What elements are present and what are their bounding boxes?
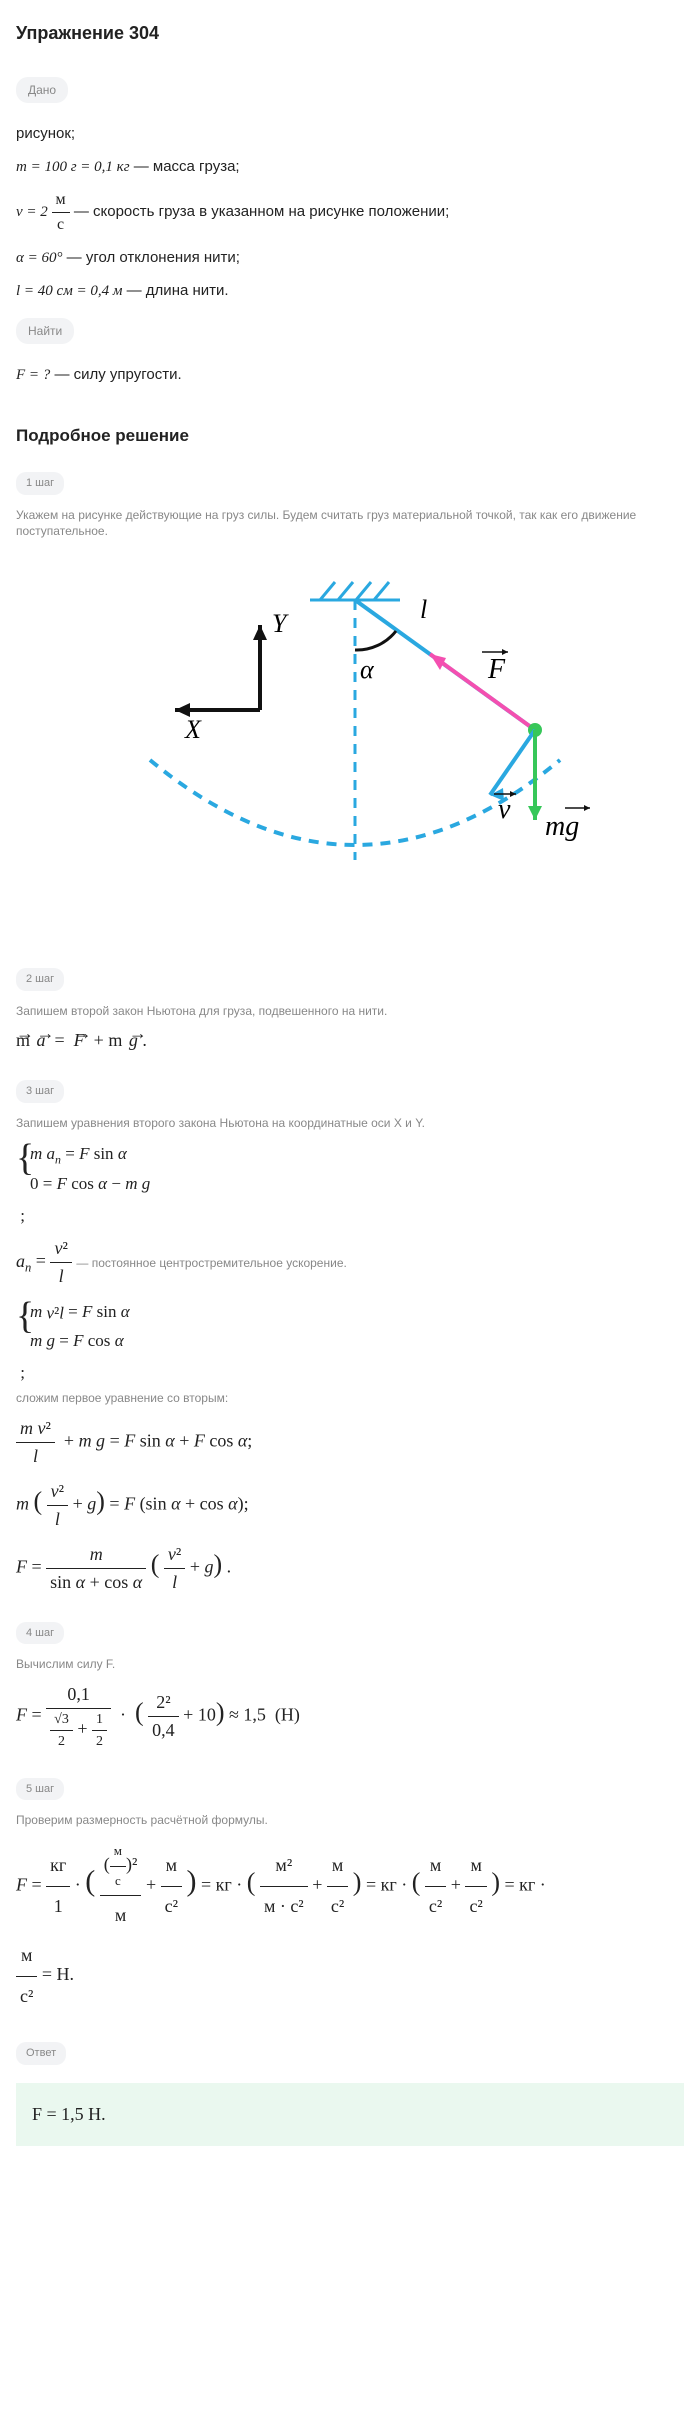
diagram-l-label: l [420,595,427,624]
svg-text:F: F [487,654,506,685]
F-formula: F = msin α + cos α ( v²l + g) . [16,1541,684,1596]
step-3-hint-c: сложим первое уравнение со вторым: [16,1390,684,1407]
given-label: Дано [16,77,68,103]
len-desc: — длина нити. [122,282,228,299]
find-line: F = ? — силу упругости. [16,364,684,387]
given-line-0: рисунок; [16,123,684,146]
solution-heading: Подробное решение [16,423,684,449]
an-definition: an = v²l — постоянное центростремительно… [16,1235,684,1290]
step-3-hint-a: Запишем уравнения второго закона Ньютона… [16,1115,684,1132]
step-1-label: 1 шаг [16,472,64,495]
answer-box: F = 1,5 Н. [16,2083,684,2146]
force-diagram: Y X l α F v mg [90,570,610,910]
system-1: m an = F sin α 0 = F cos α − m g [16,1140,684,1198]
given-line-alpha: α = 60° — угол отклонения нити; [16,247,684,270]
sum-eq-1: m v²l + m g = F sin α + F cos α; [16,1415,684,1470]
mass-desc: — масса груза; [130,158,240,175]
step-4-label: 4 шаг [16,1622,64,1645]
given-line-mass: m = 100 г = 0,1 кг — масса груза; [16,156,684,179]
step-3-label: 3 шаг [16,1080,64,1103]
dimension-check: F = кг1 · ( (мс)² м + мс² ) = кг · ( м²м… [16,1837,684,2016]
F-calc: F = 0,1 √32 + 12 · ( 2²0,4 + 10) ≈ 1,5 (… [16,1681,684,1752]
len-expr: l = 40 см = 0,4 м [16,283,122,299]
step-5-hint: Проверим размерность расчётной формулы. [16,1812,684,1829]
step-2-label: 2 шаг [16,968,64,991]
find-desc: — силу упругости. [50,366,181,383]
diagram-alpha-label: α [360,655,375,684]
step-4-hint: Вычислим силу F. [16,1656,684,1673]
given-line-velocity: v = 2 мс — скорость груза в указанном на… [16,188,684,237]
given-line-length: l = 40 см = 0,4 м — длина нити. [16,280,684,303]
step-5-label: 5 шаг [16,1778,64,1801]
v-desc: — скорость груза в указанном на рисунке … [70,203,450,220]
axis-y-label: Y [272,609,289,638]
v-unit-num: м [52,188,70,213]
svg-text:v: v [498,794,511,825]
mass-expr: m = 100 г = 0,1 кг [16,159,130,175]
find-expr: F = ? [16,367,50,383]
find-label: Найти [16,318,74,344]
axis-x-label: X [184,715,202,744]
answer-label: Ответ [16,2042,66,2065]
sum-eq-2: m ( v²l + g) = F (sin α + cos α); [16,1478,684,1533]
svg-text:mg: mg [545,811,579,842]
system-2: m v²l = F sin α m g = F cos α [16,1298,684,1354]
step-2-hint: Запишем второй закон Ньютона для груза, … [16,1003,684,1020]
answer-value: F = 1,5 Н. [32,2104,106,2124]
step-1-hint: Укажем на рисунке действующие на груз си… [16,507,684,541]
v-expr: v = 2 [16,204,52,220]
exercise-title: Упражнение 304 [16,20,684,47]
v-unit-den: с [52,213,70,237]
newton-law: m→ a→ = F→ + m g→ . [16,1027,684,1054]
alpha-desc: — угол отклонения нити; [63,249,240,266]
alpha-expr: α = 60° [16,250,63,266]
